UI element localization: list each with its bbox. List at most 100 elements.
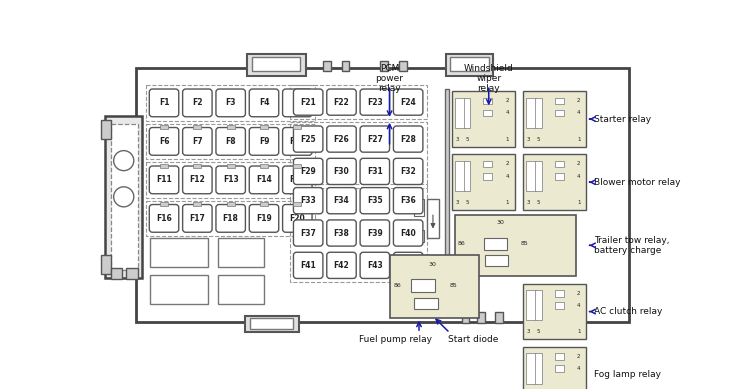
Bar	[111, 268, 122, 279]
Bar	[146, 124, 315, 159]
FancyBboxPatch shape	[293, 89, 323, 115]
Text: F36: F36	[400, 196, 416, 205]
Text: 85: 85	[521, 241, 528, 246]
Text: F34: F34	[334, 196, 349, 205]
Text: F29: F29	[300, 167, 316, 176]
Text: 3: 3	[456, 137, 459, 142]
FancyBboxPatch shape	[249, 89, 279, 117]
Bar	[483, 173, 492, 180]
Text: F14: F14	[256, 175, 272, 184]
Text: Fog lamp relay: Fog lamp relay	[594, 370, 661, 379]
Bar	[150, 238, 208, 267]
Text: F1: F1	[159, 98, 169, 107]
Text: F33: F33	[300, 196, 316, 205]
Text: F18: F18	[223, 214, 239, 223]
Text: 2: 2	[577, 354, 580, 359]
Text: F39: F39	[367, 228, 383, 238]
Bar	[194, 164, 201, 168]
Bar	[101, 254, 111, 274]
Bar	[554, 161, 563, 167]
FancyBboxPatch shape	[216, 166, 245, 194]
Text: 3: 3	[456, 200, 459, 205]
Text: F44: F44	[400, 261, 416, 270]
Text: F37: F37	[300, 228, 316, 238]
Bar	[455, 161, 465, 191]
Text: 4: 4	[577, 110, 580, 116]
Bar	[554, 353, 563, 360]
FancyBboxPatch shape	[393, 126, 423, 152]
Text: F11: F11	[156, 175, 172, 184]
Text: 87: 87	[423, 301, 429, 307]
Bar	[523, 154, 586, 210]
Bar	[227, 125, 235, 129]
Bar	[477, 312, 485, 323]
Bar	[245, 316, 299, 331]
Bar	[536, 353, 542, 384]
Text: 3: 3	[527, 137, 530, 142]
Text: F43: F43	[367, 261, 383, 270]
Text: F12: F12	[189, 175, 205, 184]
FancyBboxPatch shape	[150, 205, 179, 232]
Bar	[160, 125, 168, 129]
Bar	[483, 110, 492, 116]
Bar	[399, 61, 407, 71]
Text: 2: 2	[577, 291, 580, 296]
FancyBboxPatch shape	[183, 166, 212, 194]
Text: F31: F31	[367, 167, 383, 176]
FancyBboxPatch shape	[327, 187, 356, 214]
FancyBboxPatch shape	[150, 166, 179, 194]
FancyBboxPatch shape	[360, 89, 390, 115]
Text: F23: F23	[367, 98, 383, 107]
FancyBboxPatch shape	[393, 89, 423, 115]
Text: F42: F42	[334, 261, 349, 270]
FancyBboxPatch shape	[360, 126, 390, 152]
Text: F40: F40	[400, 228, 416, 238]
Bar	[390, 254, 479, 318]
Bar	[536, 290, 542, 321]
Text: F21: F21	[300, 98, 316, 107]
Bar	[146, 201, 315, 236]
Bar	[554, 110, 563, 116]
FancyBboxPatch shape	[183, 128, 212, 155]
Bar	[536, 161, 542, 191]
FancyBboxPatch shape	[293, 252, 323, 279]
Text: 5: 5	[465, 137, 469, 142]
Text: 1: 1	[577, 329, 580, 334]
Bar	[446, 54, 493, 76]
Bar	[484, 238, 507, 250]
Bar	[111, 124, 138, 270]
Bar	[464, 161, 470, 191]
Bar	[218, 238, 264, 267]
Text: 1: 1	[506, 137, 509, 142]
FancyBboxPatch shape	[327, 89, 356, 115]
Text: F38: F38	[334, 228, 349, 238]
Text: 4: 4	[506, 173, 509, 179]
Bar	[554, 365, 563, 372]
Text: F2: F2	[192, 98, 203, 107]
FancyBboxPatch shape	[393, 158, 423, 184]
Bar	[136, 68, 629, 322]
Text: 87: 87	[493, 258, 500, 263]
Text: 86: 86	[458, 241, 465, 246]
Text: 1: 1	[577, 200, 580, 205]
Bar	[526, 161, 536, 191]
Bar	[289, 85, 427, 119]
Bar	[260, 164, 268, 168]
Bar	[414, 230, 424, 242]
Bar	[464, 98, 470, 128]
Bar	[483, 98, 492, 104]
Text: 3: 3	[527, 329, 530, 334]
FancyBboxPatch shape	[360, 187, 390, 214]
Bar	[495, 312, 503, 323]
Text: F9: F9	[259, 137, 269, 146]
Text: 4: 4	[577, 303, 580, 308]
Text: 2: 2	[506, 98, 509, 103]
Bar	[289, 184, 427, 282]
Text: F20: F20	[289, 214, 305, 223]
Bar	[526, 290, 536, 321]
Bar	[293, 202, 301, 206]
Text: Starter relay: Starter relay	[594, 114, 652, 124]
Circle shape	[114, 187, 134, 207]
Text: 86: 86	[393, 283, 401, 288]
FancyBboxPatch shape	[249, 166, 279, 194]
